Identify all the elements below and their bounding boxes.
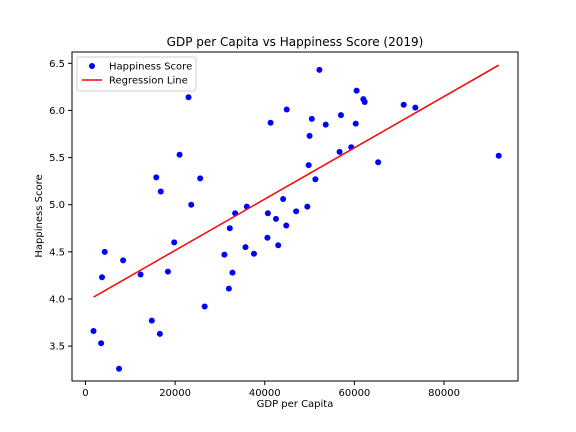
data-point	[275, 242, 282, 249]
axes-frame	[71, 51, 519, 382]
data-point	[201, 303, 208, 310]
data-point	[101, 248, 108, 255]
chart-title: GDP per Capita vs Happiness Score (2019)	[167, 35, 424, 49]
y-tick-label: 6.0	[49, 106, 65, 117]
data-point	[316, 66, 323, 73]
data-point	[116, 365, 123, 372]
data-point	[336, 148, 343, 155]
data-point	[283, 222, 290, 229]
y-tick-label: 4.5	[49, 247, 65, 258]
data-point	[137, 271, 144, 278]
data-point	[156, 330, 163, 337]
data-point	[225, 285, 232, 292]
y-axis-label: Happiness Score	[34, 174, 45, 257]
y-tick-label: 5.5	[49, 153, 65, 164]
y-axis: 3.5 4.0 4.5 5.0 5.5 6.0 6.5	[49, 59, 72, 353]
data-point	[305, 162, 312, 169]
data-point	[264, 234, 271, 241]
data-point	[361, 98, 368, 105]
data-point	[185, 94, 192, 101]
data-point	[99, 274, 106, 281]
x-tick-label: 80000	[428, 388, 460, 399]
data-point	[171, 239, 178, 246]
data-point	[293, 208, 300, 215]
data-point	[229, 269, 236, 276]
data-point	[264, 210, 271, 217]
data-point	[250, 250, 257, 257]
data-point	[120, 257, 127, 264]
x-axis: 0 20000 40000 60000 80000	[82, 381, 460, 399]
legend-marker-happiness-score	[89, 63, 95, 69]
data-point	[272, 215, 279, 222]
data-point	[221, 251, 228, 258]
series-layer	[90, 64, 502, 372]
data-point	[352, 120, 359, 127]
data-point	[304, 203, 311, 210]
data-point	[153, 174, 160, 181]
data-point	[312, 176, 319, 183]
data-point	[197, 175, 204, 182]
data-point	[176, 151, 183, 158]
data-point	[400, 101, 407, 108]
data-point	[242, 244, 249, 251]
x-tick-label: 20000	[159, 388, 191, 399]
data-point	[280, 196, 287, 203]
data-point	[148, 317, 155, 324]
data-point	[98, 340, 105, 347]
legend-label-happiness-score: Happiness Score	[109, 62, 192, 73]
data-point	[226, 225, 233, 232]
y-tick-label: 6.5	[49, 59, 65, 70]
x-axis-label: GDP per Capita	[257, 399, 334, 410]
data-point	[353, 87, 360, 94]
data-point	[283, 106, 290, 113]
data-point	[188, 201, 195, 208]
x-tick-label: 60000	[338, 388, 370, 399]
data-point	[157, 188, 164, 195]
data-point	[164, 268, 171, 275]
data-point	[375, 159, 382, 166]
data-point	[322, 121, 329, 128]
y-tick-label: 3.5	[49, 342, 65, 353]
legend: Happiness Score Regression Line	[76, 56, 197, 92]
data-point	[306, 132, 313, 139]
plot-area	[71, 51, 519, 382]
y-tick-label: 5.0	[49, 200, 65, 211]
data-point	[267, 119, 274, 126]
data-point	[337, 112, 344, 119]
legend-label-regression-line: Regression Line	[109, 76, 188, 87]
data-point	[90, 328, 97, 335]
y-tick-label: 4.0	[49, 294, 65, 305]
data-point	[308, 115, 315, 122]
legend-box	[76, 56, 197, 92]
data-point	[412, 104, 419, 111]
x-tick-label: 40000	[249, 388, 281, 399]
data-point	[495, 152, 502, 159]
x-tick-label: 0	[82, 388, 88, 399]
regression-line	[93, 64, 500, 298]
